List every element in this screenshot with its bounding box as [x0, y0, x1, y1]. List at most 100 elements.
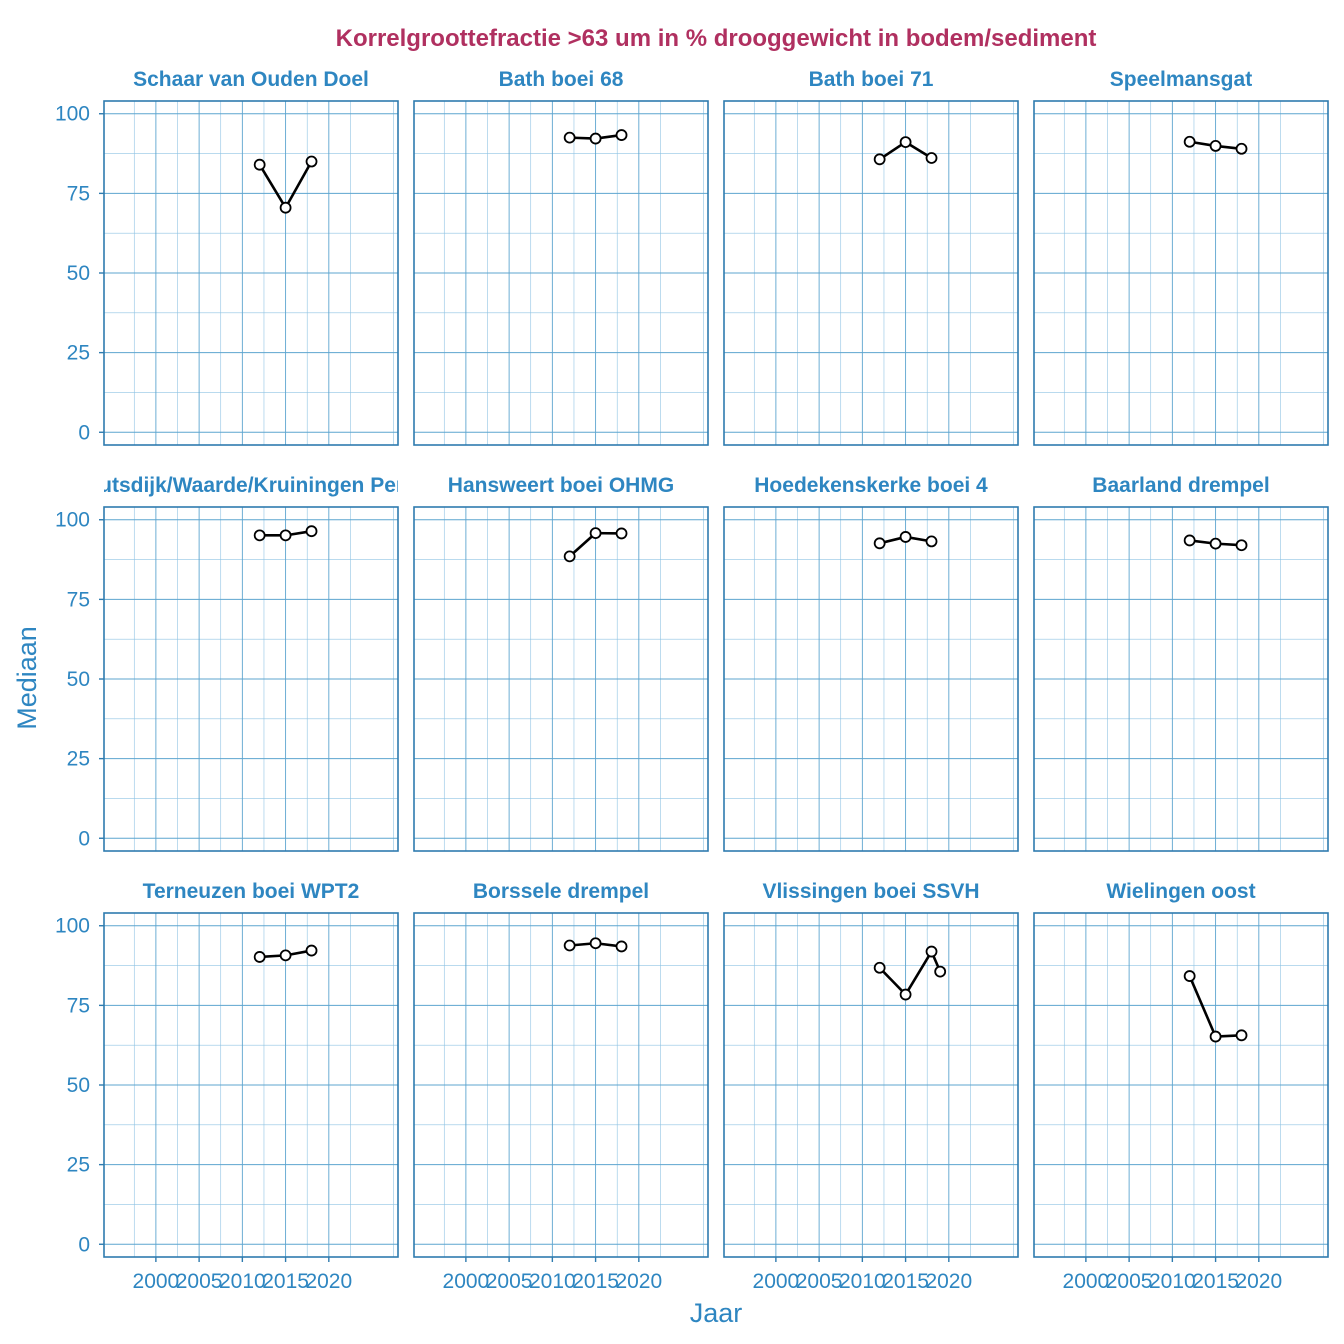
data-point: 2018: 85 — [305, 155, 318, 168]
data-point: 2012: 84 — [253, 158, 266, 171]
data-point: 2012: 90.2 — [253, 951, 266, 963]
panel-border — [723, 506, 1019, 852]
gridlines — [104, 913, 398, 1257]
data-point: 2018: 92 — [1235, 539, 1248, 552]
gridlines — [414, 913, 708, 1257]
x-tick-label: 2000 — [1063, 1270, 1110, 1293]
x-axis-label: Jaar — [690, 1298, 743, 1328]
gridlines — [724, 913, 1018, 1257]
strip-label: Vlissingen boei SSVH — [762, 880, 979, 903]
x-tick-label: 2015 — [572, 1270, 619, 1293]
data-point: 2019: 85.6 — [934, 965, 947, 978]
panel-wielingen-oost: Wielingen oost 2012: 84.2 2015: 65.2 2018: … — [1033, 880, 1329, 1258]
panel-schaar-van-ouden-doel: Schaar van Ouden Doel 2012: 84 2015: 70.5 2… — [103, 68, 399, 446]
panel-border — [1033, 100, 1329, 446]
data-point: 2015: 92.2 — [589, 132, 602, 145]
y-tick-label: 50 — [67, 668, 90, 691]
y-tick-label: 50 — [67, 1074, 90, 1097]
data-point: 2018: 91.9 — [925, 945, 938, 958]
panel-hoedekenskerke-boei-4: Hoedekenskerke boei 4 2012: 92.6 2015: 94.… — [723, 474, 1019, 852]
x-tick-label: 2015 — [262, 1270, 309, 1293]
chart-title: Korrelgroottefractie >63 um in % droogge… — [336, 25, 1097, 52]
panel-border — [413, 912, 709, 1258]
strip-label: Borssele drempel — [473, 880, 649, 903]
y-tick-label: 25 — [67, 748, 90, 771]
panel-hansweert-boei-ohmg: Hansweert boei OHMG 2012: 88.5 2015: 95.8 2… — [413, 474, 709, 852]
x-tick-label: 2000 — [753, 1270, 800, 1293]
gridlines — [104, 101, 398, 445]
data-point: 2015: 94.5 — [589, 937, 602, 950]
y-tick-label: 25 — [67, 1154, 90, 1177]
panel-border — [413, 506, 709, 852]
panel-border — [413, 100, 709, 446]
data-point: 2018: 92.2 — [305, 944, 318, 957]
y-tick-label: 75 — [67, 182, 90, 205]
x-tick-label: 2010 — [529, 1270, 576, 1293]
data-point: 2012: 86.8 — [873, 961, 886, 974]
strip-label: Wielingen oost — [1106, 880, 1255, 903]
x-tick-label: 2020 — [305, 1270, 352, 1293]
x-tick-label: 2000 — [133, 1270, 180, 1293]
panel-border — [723, 912, 1019, 1258]
strip-label: Terneuzen boei WPT2 — [143, 880, 360, 903]
x-tick-label: 2005 — [176, 1270, 223, 1293]
gridlines — [724, 507, 1018, 851]
panel-speelmansgat: Speelmansgat 2012: 91.2 2015: 89.9 2018: 89 — [1033, 68, 1329, 446]
x-tick-label: 2015 — [1192, 1270, 1239, 1293]
x-tick-label: 2010 — [219, 1270, 266, 1293]
data-point: 2018: 96.4 — [305, 525, 318, 538]
data-point: 2018: 86.1 — [925, 152, 938, 164]
gridlines — [414, 507, 708, 851]
panel-terneuzen-boei-wpt2: Terneuzen boei WPT2 2012: 90.2 2015: 90.7 2… — [103, 880, 399, 1258]
data-point: 2018: 93.3 — [615, 129, 628, 141]
series-line — [878, 950, 942, 996]
data-point: 2015: 91.1 — [899, 136, 912, 148]
strip-label: Schaar van Ouden Doel — [133, 68, 369, 91]
gridlines — [104, 507, 398, 851]
panel-borssele-drempel: Borssele drempel 2012: 93.8 2015: 94.5 2018… — [413, 880, 709, 1258]
data-point: 2015: 90.7 — [279, 949, 292, 962]
data-point: 2012: 93.5 — [1183, 534, 1196, 547]
data-point: 2012: 95.1 — [253, 529, 266, 542]
x-tick-label: 2010 — [839, 1270, 886, 1293]
y-tick-label: 0 — [78, 827, 90, 850]
strip-label: Bath boei 71 — [809, 68, 934, 91]
panel-bath-boei-68: Bath boei 68 2012: 92.5 2015: 92.2 2018: 93… — [413, 68, 709, 446]
strip-label: Hansweert/Ellewoutsdijk/Waarde/Kruininge… — [0, 474, 581, 497]
strip-label: Baarland drempel — [1092, 474, 1269, 497]
y-tick-label: 0 — [78, 421, 90, 444]
data-point: 2012: 88.5 — [563, 550, 576, 563]
data-point: 2018: 93.5 — [615, 940, 628, 953]
y-tick-label: 50 — [67, 262, 90, 285]
y-tick-label: 25 — [67, 342, 90, 365]
x-tick-label: 2020 — [1235, 1270, 1282, 1293]
data-point: 2018: 95.7 — [615, 527, 628, 540]
gridlines — [1034, 913, 1328, 1257]
y-tick-label: 75 — [67, 588, 90, 611]
gridlines — [1034, 101, 1328, 445]
gridlines — [724, 101, 1018, 445]
y-tick-label: 100 — [55, 103, 90, 126]
x-tick-label: 2005 — [486, 1270, 533, 1293]
data-point: 2018: 65.6 — [1235, 1029, 1248, 1042]
panel-border — [1033, 506, 1329, 852]
y-tick-label: 0 — [78, 1233, 90, 1256]
facet-panels: Schaar van Ouden Doel 2012: 84 2015: 70.5 2… — [0, 68, 1329, 1258]
strip-label: Hansweert boei OHMG — [448, 474, 674, 497]
panel-bath-boei-71: Bath boei 71 2012: 85.7 2015: 91.1 2018: 86… — [723, 68, 1019, 446]
y-tick-label: 75 — [67, 994, 90, 1017]
x-tick-label: 2005 — [1106, 1270, 1153, 1293]
strip-label: Hoedekenskerke boei 4 — [754, 474, 988, 497]
data-point: 2015: 78.4 — [899, 988, 912, 1001]
data-point: 2012: 92.6 — [873, 537, 886, 550]
gridlines — [414, 101, 708, 445]
data-point: 2015: 95.8 — [589, 527, 602, 540]
x-tick-label: 2020 — [615, 1270, 662, 1293]
data-point: 2018: 93.2 — [925, 535, 938, 548]
strip-label: Bath boei 68 — [499, 68, 624, 91]
data-point: 2015: 89.9 — [1209, 140, 1222, 152]
panel-border — [1033, 912, 1329, 1258]
data-point: 2015: 92.5 — [1209, 537, 1222, 550]
